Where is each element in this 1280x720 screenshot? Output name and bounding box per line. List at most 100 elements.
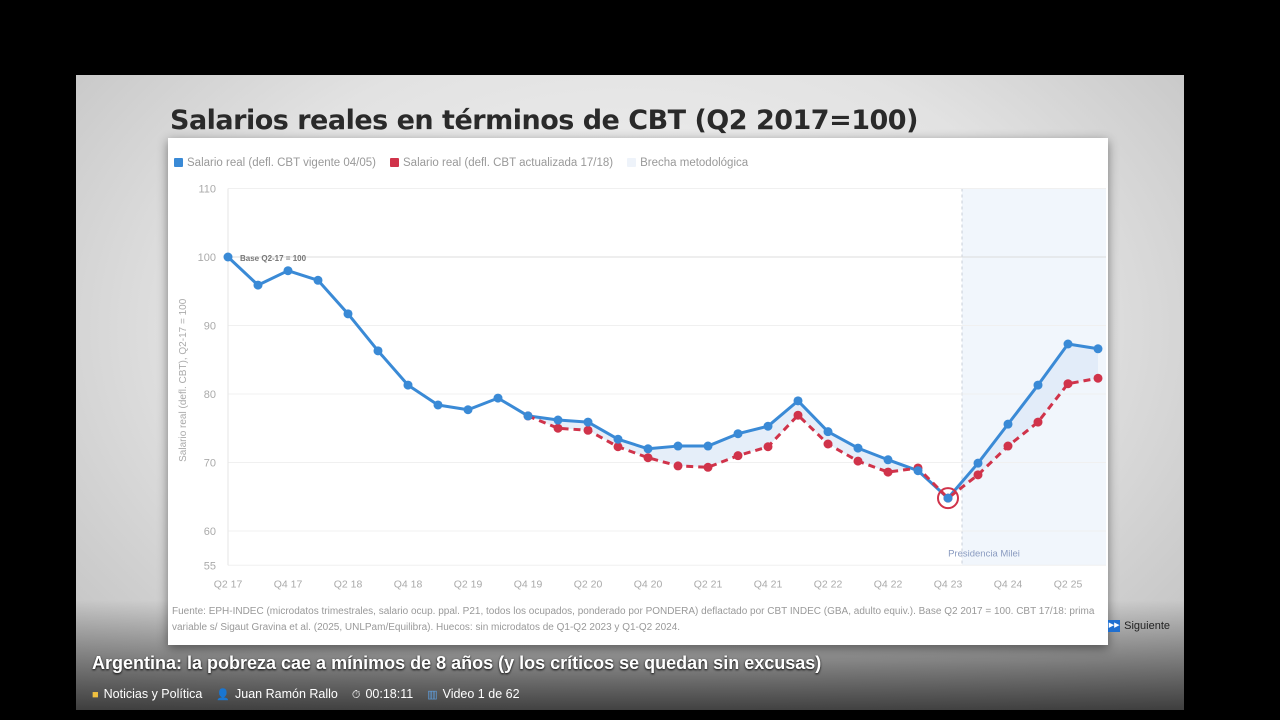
data-point-blue xyxy=(943,493,953,503)
series-line-blue xyxy=(226,255,1099,500)
data-point-blue xyxy=(433,400,443,410)
data-point-red xyxy=(703,462,713,472)
y-tick-label: 60 xyxy=(204,526,216,538)
data-point-blue xyxy=(463,405,473,415)
series-line-red xyxy=(527,376,1099,500)
user-icon: 👤 xyxy=(216,689,231,701)
y-tick-label: 55 xyxy=(204,560,216,572)
chart-card: 55 60 70 80 90 100 110 Q2 17 Q4 17 Q2 18 Q4 18 Q2 1… xyxy=(168,138,1108,645)
data-point-red xyxy=(643,453,653,463)
video-meta: ■ Noticias y Política 👤 Juan Ramón Rallo ⏱… xyxy=(92,687,520,702)
data-point-blue xyxy=(703,441,713,451)
data-point-blue xyxy=(1063,339,1073,349)
data-point-blue xyxy=(1003,419,1013,429)
folder-icon: ■ xyxy=(92,689,99,701)
data-point-red xyxy=(613,442,623,452)
data-point-blue xyxy=(523,411,533,421)
data-point-blue xyxy=(313,275,323,285)
y-tick-label: 80 xyxy=(204,389,216,401)
legend: Salario real (defl. CBT vigente 04/05) S… xyxy=(174,157,748,169)
data-point-red xyxy=(853,456,863,466)
data-point-red xyxy=(973,470,983,480)
data-point-blue xyxy=(553,415,563,425)
meta-duration: ⏱ 00:18:11 xyxy=(352,687,413,702)
data-point-blue xyxy=(373,346,383,356)
x-tick-label: Q4 17 xyxy=(274,578,303,590)
meta-author[interactable]: 👤 Juan Ramón Rallo xyxy=(216,687,338,702)
data-point-red xyxy=(823,439,833,449)
duration-label: 00:18:11 xyxy=(365,687,414,701)
legend-swatch-red xyxy=(390,158,399,167)
next-button[interactable]: ▶▶ Siguiente xyxy=(1108,620,1170,632)
data-point-red xyxy=(583,425,593,435)
x-tick-label: Q4 20 xyxy=(634,578,663,590)
x-tick-label: Q2 22 xyxy=(814,578,843,590)
data-point-blue xyxy=(973,458,983,468)
data-point-blue xyxy=(643,444,653,454)
data-point-blue xyxy=(913,466,923,476)
stopwatch-icon: ⏱ xyxy=(351,689,361,701)
data-point-blue xyxy=(283,266,293,276)
position-label: Video 1 de 62 xyxy=(442,687,520,701)
x-tick-label: Q2 17 xyxy=(214,578,243,590)
data-point-red xyxy=(883,467,893,477)
highlight-circle xyxy=(937,487,959,510)
legend-item-red: Salario real (defl. CBT actualizada 17/1… xyxy=(390,157,613,169)
data-point-red xyxy=(763,442,773,452)
x-tick-label: Q4 18 xyxy=(394,578,423,590)
meta-category[interactable]: ■ Noticias y Política xyxy=(92,687,202,702)
x-tick-label: Q4 19 xyxy=(514,578,543,590)
base-annotation: Base Q2-17 = 100 xyxy=(240,254,307,263)
chart-icon: ▥ xyxy=(427,689,438,701)
data-point-blue xyxy=(613,434,623,444)
legend-item-blue: Salario real (defl. CBT vigente 04/05) xyxy=(174,157,376,169)
data-point-blue xyxy=(793,396,803,406)
y-tick-label: 90 xyxy=(204,321,216,333)
video-frame: Salarios reales en términos de CBT (Q2 2… xyxy=(76,75,1184,710)
data-point-red xyxy=(673,461,683,471)
data-point-blue xyxy=(883,455,893,465)
chart-plot: 55 60 70 80 90 100 110 Q2 17 Q4 17 Q2 18 Q4 18 Q2 1… xyxy=(178,184,1106,590)
x-tick-label: Q2 20 xyxy=(574,578,603,590)
data-point-red xyxy=(793,410,803,420)
data-point-blue xyxy=(403,380,413,390)
x-tick-label: Q4 23 xyxy=(934,578,963,590)
x-tick-label: Q2 21 xyxy=(694,578,723,590)
x-tick-label: Q4 21 xyxy=(754,578,783,590)
y-axis-label: Salario real (defl. CBT), Q2-17 = 100 xyxy=(178,298,189,462)
gap-area xyxy=(528,343,1098,499)
x-tick-label: Q2 25 xyxy=(1054,578,1083,590)
data-point-blue xyxy=(673,441,683,451)
legend-label: Brecha metodológica xyxy=(640,157,749,169)
x-tick-label: Q2 19 xyxy=(454,578,483,590)
y-tick-label: 110 xyxy=(198,184,216,196)
source-note: Fuente: EPH-INDEC (microdatos trimestral… xyxy=(172,606,1095,633)
y-tick-label: 100 xyxy=(198,252,216,264)
x-tick-label: Q4 22 xyxy=(874,578,903,590)
data-point-blue xyxy=(223,252,233,262)
data-point-blue xyxy=(853,443,863,453)
x-tick-label: Q2 18 xyxy=(334,578,363,590)
chart-title: Salarios reales en términos de CBT (Q2 2… xyxy=(170,105,918,136)
data-point-blue xyxy=(583,417,593,427)
next-icon: ▶▶ xyxy=(1108,620,1121,632)
data-point-blue xyxy=(1033,380,1043,390)
category-label: Noticias y Política xyxy=(103,687,203,701)
legend-swatch-blue xyxy=(174,158,183,167)
data-point-blue xyxy=(763,421,773,431)
data-point-blue xyxy=(1093,344,1103,354)
legend-item-gap: Brecha metodológica xyxy=(627,157,748,169)
data-point-blue xyxy=(343,309,353,319)
data-point-red xyxy=(1093,373,1103,383)
author-label: Juan Ramón Rallo xyxy=(235,687,338,701)
data-point-blue xyxy=(253,280,263,290)
data-point-red xyxy=(553,423,563,433)
legend-swatch-gap xyxy=(627,158,637,167)
legend-label: Salario real (defl. CBT vigente 04/05) xyxy=(187,157,376,169)
y-tick-label: 70 xyxy=(204,458,216,470)
data-point-blue xyxy=(493,393,503,403)
data-point-red xyxy=(1063,379,1073,389)
video-title[interactable]: Argentina: la pobreza cae a mínimos de 8… xyxy=(92,653,822,673)
data-point-red xyxy=(733,451,743,461)
data-point-blue xyxy=(823,427,833,437)
